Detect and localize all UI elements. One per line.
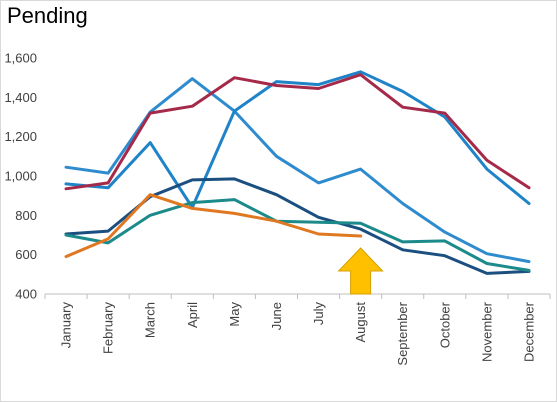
x-tick-label: December <box>521 301 536 362</box>
y-tick-label: 600 <box>15 247 37 262</box>
axis-layer: 400 600 800 1,000 1,200 1,400 1,600 January Febr… <box>4 51 551 366</box>
x-tick-label: August <box>353 302 368 343</box>
y-tick-label: 1,600 <box>4 51 37 66</box>
y-tick-label: 1,200 <box>4 129 37 144</box>
series-line-5 <box>64 198 531 272</box>
series-line-6 <box>64 193 363 259</box>
y-tick-label: 1,000 <box>4 169 37 184</box>
series-line-2 <box>64 70 531 209</box>
y-tick-label: 1,400 <box>4 90 37 105</box>
x-tick-label: September <box>395 301 410 365</box>
x-tick-label: January <box>59 302 74 349</box>
annotation-layer <box>337 247 384 295</box>
x-tick-label: May <box>227 302 242 327</box>
x-tick-label: July <box>311 302 326 326</box>
x-tick-label: March <box>143 302 158 338</box>
x-tick-label: April <box>185 302 200 328</box>
x-tick-label: October <box>437 301 452 348</box>
y-tick-label: 800 <box>15 208 37 223</box>
series-line-3 <box>64 73 531 191</box>
x-tick-label: November <box>479 301 494 362</box>
up-arrow-annotation <box>337 247 384 295</box>
x-tick-label: June <box>269 302 284 330</box>
y-tick-label: 400 <box>15 287 37 302</box>
series-line-1 <box>64 77 531 264</box>
chart-title: Pending <box>7 3 88 28</box>
x-tick-label: February <box>101 302 116 355</box>
series-layer <box>64 70 531 275</box>
